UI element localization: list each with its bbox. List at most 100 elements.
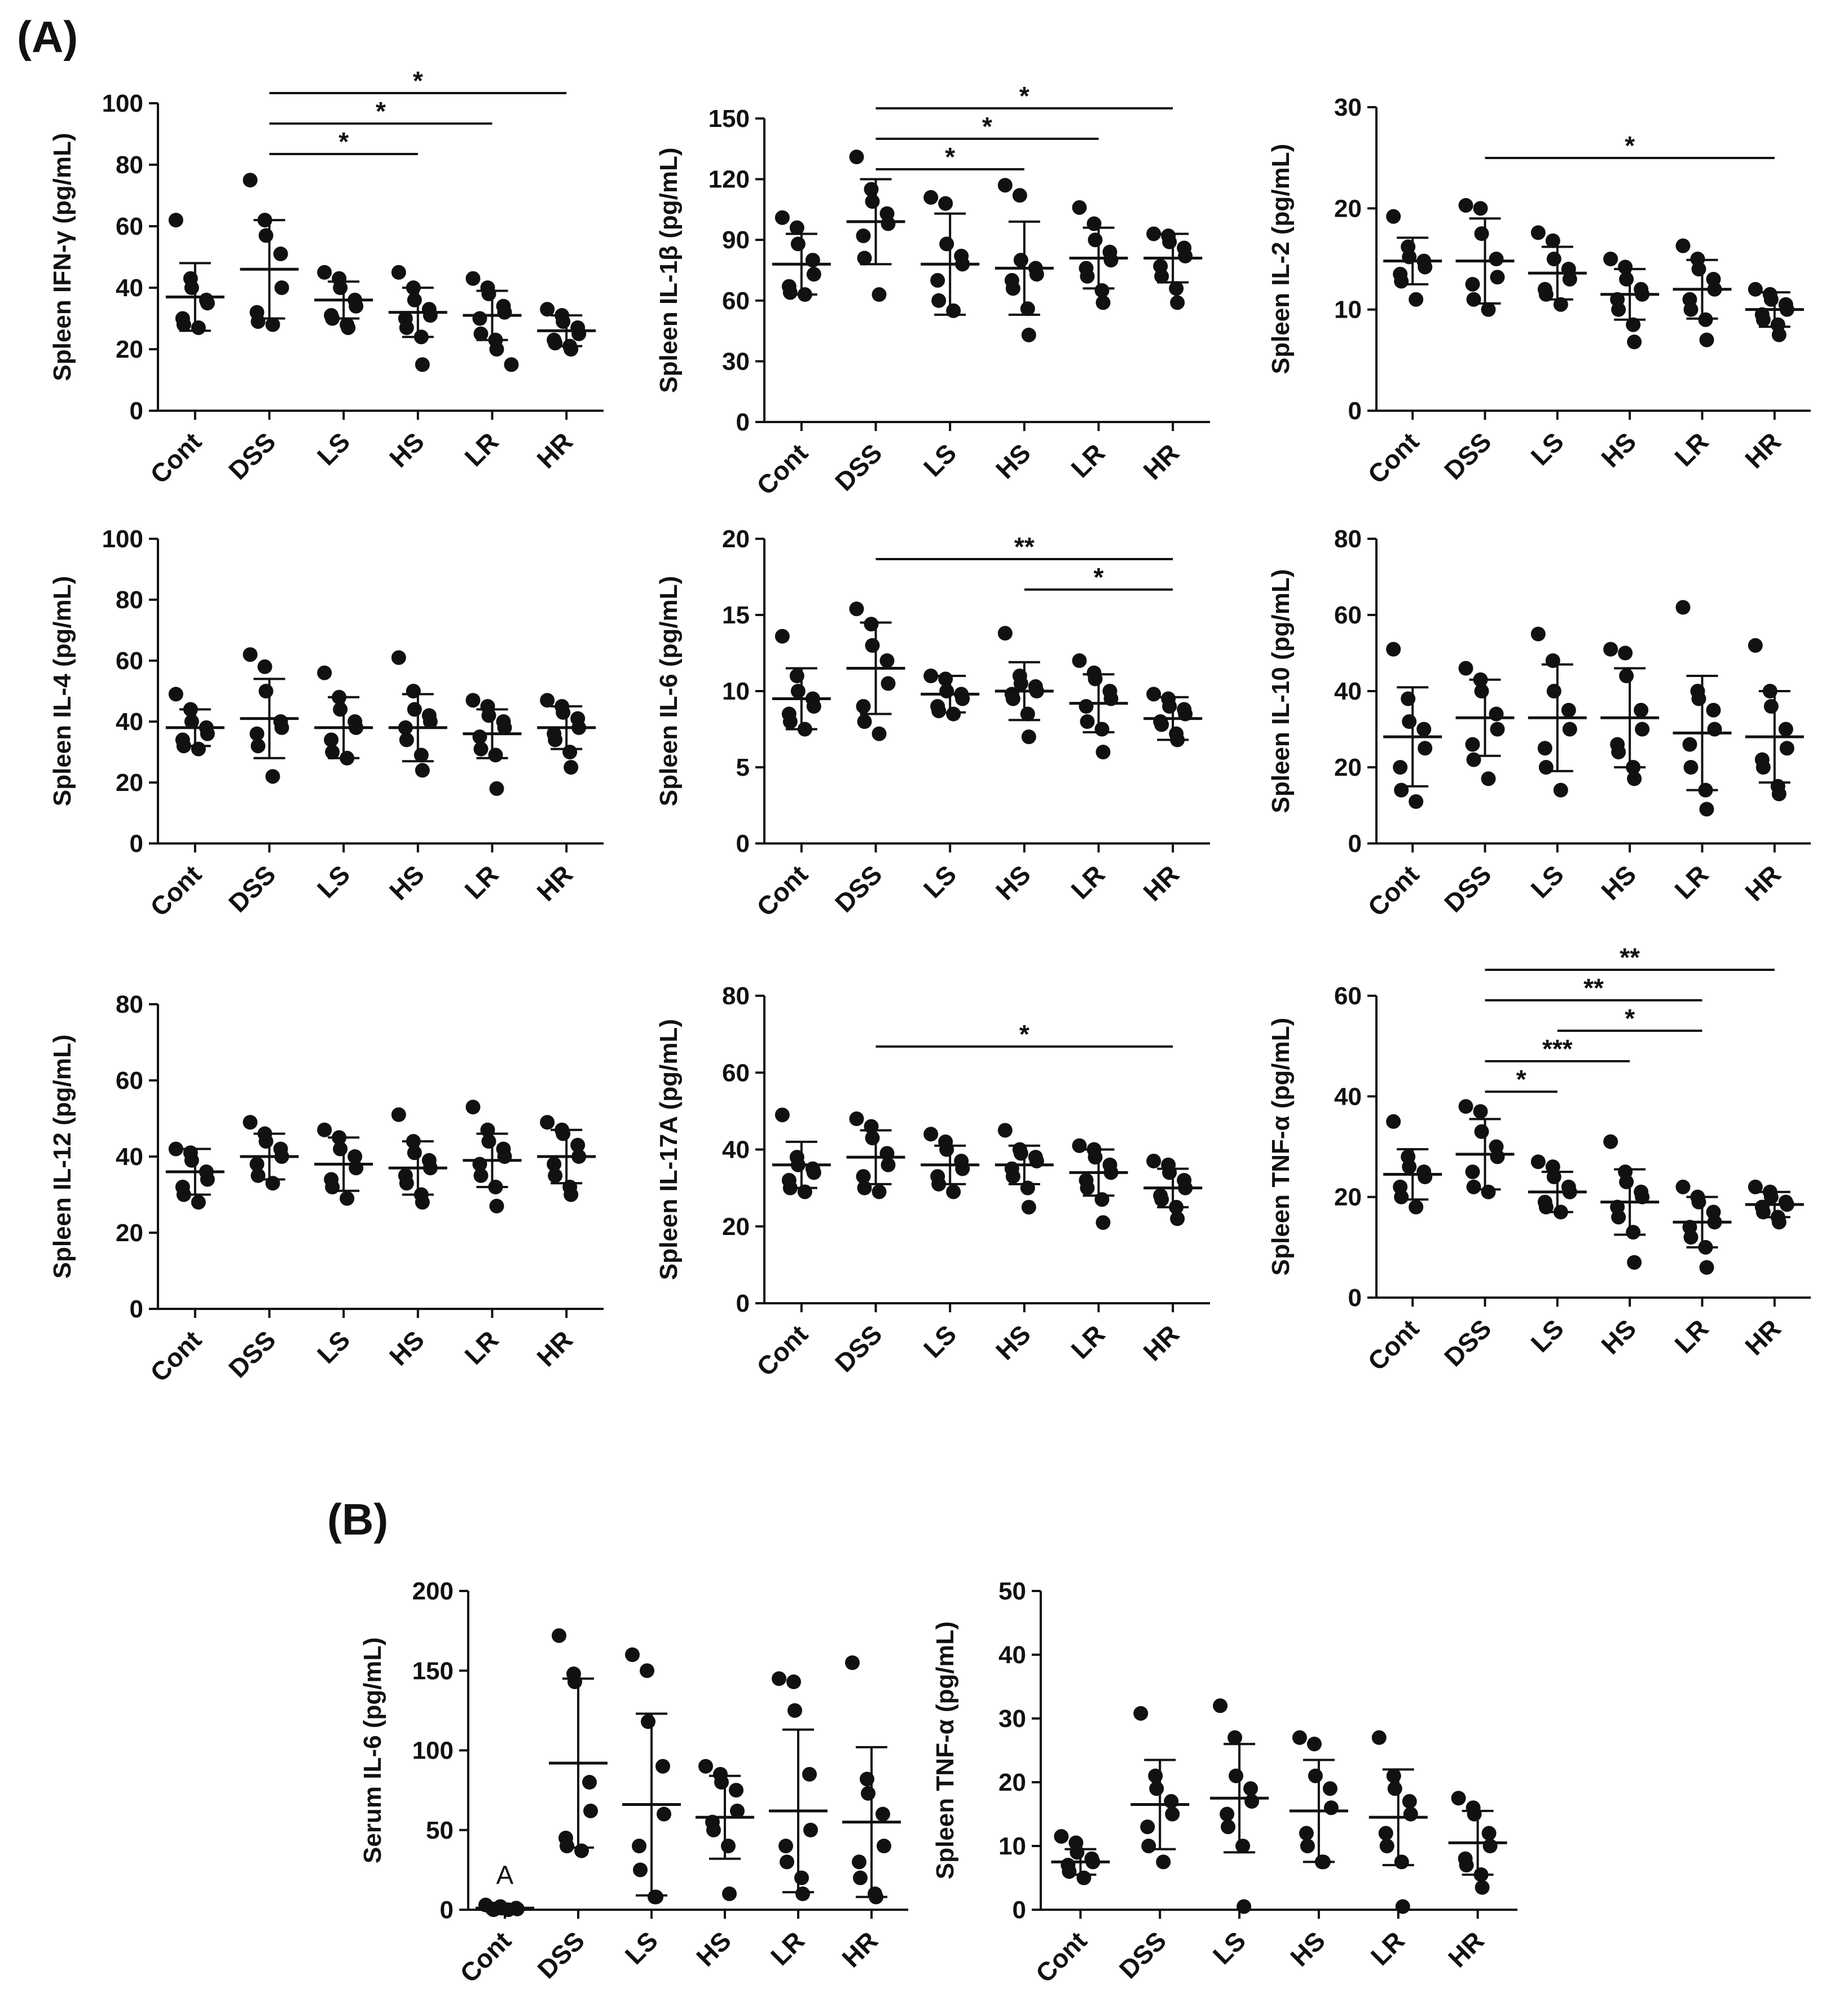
data-point-lr xyxy=(1094,722,1110,737)
data-point-dss xyxy=(258,228,274,243)
data-point-lr xyxy=(472,311,487,326)
data-point-ls xyxy=(939,1142,954,1157)
data-point-hs xyxy=(698,1759,713,1774)
chart-ifng: 0 20 40 60 80 100 Spleen IFN-γ (pg/mL) Cont DSS L… xyxy=(49,66,604,489)
data-point-hr xyxy=(564,1187,579,1202)
y-tick-label: 20 xyxy=(722,1213,750,1241)
data-point-cont xyxy=(1402,1159,1417,1175)
significance-label: * xyxy=(1516,1065,1526,1094)
data-point-cont xyxy=(775,210,790,225)
data-point-ls xyxy=(640,1663,654,1678)
data-point-hs xyxy=(1012,188,1027,203)
y-tick-label: 0 xyxy=(130,830,143,858)
y-tick-label: 150 xyxy=(412,1657,454,1685)
data-point-cont xyxy=(1409,292,1424,307)
data-point-hs xyxy=(1619,271,1634,287)
x-tick-label-hr: HR xyxy=(1739,1313,1787,1361)
data-point-cont xyxy=(797,1184,812,1199)
y-tick-label: 90 xyxy=(722,226,750,254)
data-point-lr xyxy=(1072,653,1087,668)
y-axis-title: Spleen IL-2 (pg/mL) xyxy=(1267,144,1295,374)
data-point-ls xyxy=(324,732,339,748)
data-point-hr xyxy=(1162,234,1177,249)
data-point-lr xyxy=(1379,1839,1394,1853)
data-point-hr xyxy=(548,732,563,748)
data-point-lr xyxy=(1080,269,1095,284)
data-point-lr xyxy=(1403,1806,1418,1822)
data-point-hs xyxy=(706,1822,721,1838)
data-point-dss xyxy=(1458,197,1473,213)
x-tick-label-lr: LR xyxy=(459,427,504,472)
data-point-hr xyxy=(853,1870,868,1885)
y-axis-title: Spleen IL-10 (pg/mL) xyxy=(1267,569,1295,814)
data-point-lr xyxy=(1699,1260,1714,1275)
data-point-dss xyxy=(856,228,871,244)
x-tick-label-lr: LR xyxy=(459,859,504,904)
data-point-ls xyxy=(325,1180,340,1194)
data-point-ls xyxy=(633,1862,648,1878)
data-point-hs xyxy=(1292,1730,1307,1745)
y-tick-label: 80 xyxy=(116,151,143,179)
y-tick-label: 0 xyxy=(1348,397,1362,425)
data-point-cont xyxy=(184,280,199,295)
data-point-lr xyxy=(488,748,503,763)
data-point-dss xyxy=(249,1157,265,1172)
x-tick-label-ls: LS xyxy=(311,1325,355,1369)
data-point-hs xyxy=(1611,745,1626,759)
data-point-hr xyxy=(1169,281,1184,296)
x-tick-label-ls: LS xyxy=(918,859,962,903)
chart-tnfa: 0 20 40 60 Spleen TNF-α (pg/mL) Cont DSS LS HS LR… xyxy=(1267,943,1811,1376)
data-point-lr xyxy=(1699,332,1714,348)
significance-label: * xyxy=(1625,1004,1635,1033)
data-point-hr xyxy=(1146,1153,1161,1168)
chart-il10: 0 20 40 60 80 Spleen IL-10 (pg/mL) Cont DSS LS HS… xyxy=(1267,525,1811,922)
data-point-hs xyxy=(1618,645,1633,661)
data-point-cont xyxy=(168,213,183,228)
y-axis-title: Serum IL-6 (pg/mL) xyxy=(359,1637,386,1863)
data-point-cont xyxy=(782,285,798,300)
x-tick-label-dss: DSS xyxy=(1114,1926,1172,1984)
data-point-dss xyxy=(1466,1179,1481,1194)
data-point-ls xyxy=(317,265,332,280)
y-axis-title: Spleen TNF-α (pg/mL) xyxy=(931,1621,959,1879)
x-tick-label-ls: LS xyxy=(619,1926,663,1970)
data-point-cont xyxy=(1386,209,1401,224)
x-tick-label-dss: DSS xyxy=(223,859,281,918)
data-point-hr xyxy=(1755,312,1771,327)
data-point-dss xyxy=(274,720,289,735)
data-point-hs xyxy=(415,357,430,372)
data-point-dss xyxy=(1473,1104,1488,1119)
data-point-hs xyxy=(399,320,414,335)
x-tick-label-dss: DSS xyxy=(829,859,888,918)
data-point-ls xyxy=(347,1149,363,1164)
data-point-hs xyxy=(1619,1174,1634,1189)
y-tick-label: 60 xyxy=(116,1067,143,1094)
data-point-ls xyxy=(923,190,939,205)
data-point-ls xyxy=(1553,297,1568,312)
data-point-hs xyxy=(399,732,414,748)
data-point-hs xyxy=(1627,335,1642,350)
data-point-ls xyxy=(1530,1154,1546,1170)
data-point-ls xyxy=(1220,1806,1235,1822)
y-tick-label: 15 xyxy=(722,601,750,629)
data-point-ls xyxy=(1538,760,1554,775)
data-point-dss xyxy=(857,250,872,266)
data-point-dss xyxy=(273,247,288,262)
data-point-hs xyxy=(1300,1839,1315,1853)
data-point-hr xyxy=(1763,292,1779,307)
data-point-dss xyxy=(258,684,274,698)
data-point-lr xyxy=(1394,1854,1409,1870)
significance-label: * xyxy=(982,112,992,141)
data-point-ls xyxy=(317,1122,332,1137)
chart-il6: 0 5 10 15 20 Spleen IL-6 (pg/mL) Cont DSS LS HS LR… xyxy=(655,525,1210,922)
data-point-ls xyxy=(931,293,947,308)
data-point-hr xyxy=(1481,1826,1497,1841)
data-point-dss xyxy=(872,1184,887,1199)
data-point-ls xyxy=(349,298,364,314)
data-point-dss xyxy=(1474,226,1489,241)
y-tick-label: 40 xyxy=(1334,1083,1362,1110)
data-point-dss xyxy=(849,1111,864,1126)
data-point-dss xyxy=(881,676,896,691)
data-point-hr xyxy=(861,1786,875,1801)
